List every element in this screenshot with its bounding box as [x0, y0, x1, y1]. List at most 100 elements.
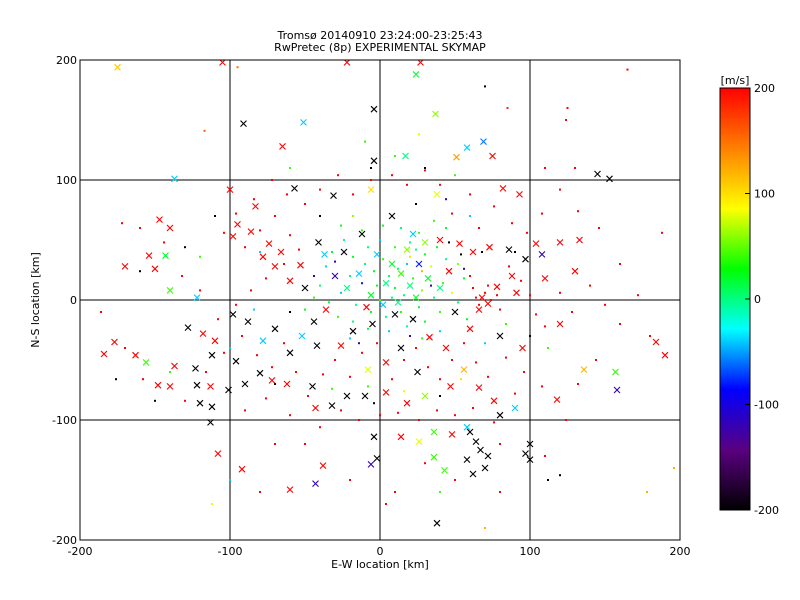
- data-point-dot: [439, 330, 441, 333]
- data-point-cross: [114, 63, 121, 71]
- data-point-dot: [397, 267, 399, 270]
- data-point-cross: [256, 369, 264, 377]
- data-point-cross: [121, 263, 129, 270]
- data-point-dot: [493, 205, 495, 208]
- data-point-cross: [330, 192, 337, 199]
- data-point-dot: [484, 291, 486, 294]
- data-point-cross: [478, 294, 486, 301]
- data-point-dot: [619, 323, 621, 325]
- data-point-dot: [379, 414, 381, 417]
- data-point-cross: [207, 419, 214, 426]
- data-point-cross: [436, 236, 444, 244]
- data-point-dot: [379, 299, 381, 301]
- data-point-dot: [673, 467, 675, 469]
- data-point-cross: [580, 366, 588, 373]
- data-point-cross: [394, 299, 402, 306]
- data-point-dot: [397, 411, 399, 414]
- data-point-dot: [433, 296, 435, 299]
- data-point-dot: [298, 248, 300, 251]
- data-point-dot: [304, 308, 306, 311]
- data-point-dot: [349, 479, 351, 481]
- data-point-dot: [373, 270, 375, 273]
- data-point-dot: [466, 318, 468, 321]
- data-point-cross: [238, 465, 246, 473]
- data-point-cross: [388, 212, 396, 220]
- data-point-dot: [457, 301, 459, 304]
- data-point-dot: [529, 335, 531, 337]
- data-point-dot: [469, 193, 471, 196]
- data-point-cross: [475, 384, 483, 391]
- data-point-dot: [493, 421, 495, 424]
- data-point-dot: [211, 503, 213, 505]
- data-point-dot: [463, 277, 465, 280]
- data-point-dot: [505, 356, 507, 359]
- data-point-dot: [391, 378, 393, 381]
- data-point-dot: [472, 287, 474, 289]
- data-point-dot: [376, 342, 378, 345]
- data-point-dot: [589, 284, 591, 287]
- data-point-dot: [283, 342, 285, 345]
- data-point-dot: [544, 455, 546, 457]
- data-point-dot: [388, 330, 390, 333]
- data-point-cross: [193, 294, 201, 301]
- data-point-cross: [513, 289, 520, 297]
- data-point-dot: [283, 263, 285, 265]
- data-point-cross: [414, 368, 421, 376]
- data-point-dot: [358, 342, 360, 345]
- data-point-cross: [271, 325, 279, 333]
- data-point-cross: [469, 470, 477, 478]
- data-point-cross: [445, 267, 453, 275]
- data-point-dot: [484, 342, 486, 345]
- data-point-dot: [352, 215, 354, 217]
- data-point-cross: [315, 239, 322, 246]
- data-point-cross: [100, 350, 108, 358]
- data-point-dot: [529, 294, 531, 297]
- data-point-cross: [310, 318, 318, 325]
- data-point-dot: [460, 253, 462, 256]
- chart-subtitle: RwPretec (8p) EXPERIMENTAL SKYMAP: [274, 41, 486, 54]
- data-point-cross: [466, 325, 474, 333]
- data-point-dot: [541, 385, 543, 388]
- data-point-dot: [244, 409, 246, 412]
- data-point-dot: [223, 351, 225, 354]
- data-point-dot: [307, 395, 309, 397]
- data-point-dot: [478, 227, 480, 229]
- y-axis-ticks: -200 -100 0 100 200: [52, 54, 680, 547]
- data-point-dot: [439, 378, 441, 381]
- data-point-dot: [418, 306, 420, 309]
- data-point-dot: [286, 193, 288, 196]
- data-point-cross: [463, 456, 471, 463]
- data-point-dot: [487, 284, 489, 287]
- data-point-dot: [289, 311, 291, 313]
- data-point-cross: [391, 311, 399, 318]
- data-point-dot: [559, 291, 561, 294]
- data-point-dot: [409, 241, 411, 244]
- data-point-cross: [522, 450, 529, 457]
- data-point-cross: [363, 303, 370, 311]
- data-point-cross: [421, 392, 429, 400]
- data-point-cross: [240, 120, 247, 127]
- data-point-cross: [214, 450, 222, 457]
- data-point-cross: [369, 320, 376, 328]
- data-point-cross: [382, 359, 390, 366]
- data-point-dot: [364, 263, 366, 265]
- data-point-cross: [606, 175, 613, 183]
- data-point-dot: [361, 351, 363, 354]
- data-point-dot: [421, 270, 423, 273]
- data-point-dot: [304, 203, 306, 205]
- data-point-cross: [322, 306, 330, 313]
- data-point-cross: [271, 263, 279, 270]
- data-point-cross: [283, 380, 291, 388]
- data-point-cross: [171, 175, 178, 183]
- data-point-cross: [340, 248, 348, 256]
- data-point-dot: [376, 284, 378, 287]
- data-point-dot: [394, 246, 396, 249]
- data-point-dot: [418, 133, 420, 136]
- data-point-dot: [349, 375, 351, 378]
- data-point-dot: [304, 443, 306, 445]
- data-point-dot: [271, 366, 273, 369]
- data-point-dot: [418, 231, 420, 234]
- data-point-cross: [162, 252, 169, 259]
- data-point-dot: [100, 311, 102, 313]
- data-point-dot: [184, 246, 186, 249]
